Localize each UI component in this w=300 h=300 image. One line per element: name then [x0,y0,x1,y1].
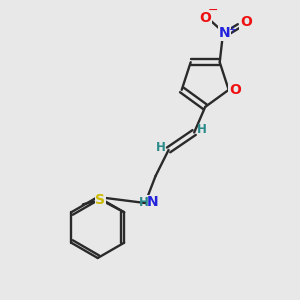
Text: H: H [197,123,207,136]
Text: O: O [240,15,252,29]
Text: O: O [199,11,211,25]
Text: N: N [147,195,158,209]
Text: O: O [229,83,241,97]
Text: H: H [155,140,165,154]
Text: S: S [95,193,105,207]
Text: −: − [208,3,218,16]
Text: H: H [139,196,149,209]
Text: +: + [228,25,236,35]
Text: N: N [219,26,230,40]
